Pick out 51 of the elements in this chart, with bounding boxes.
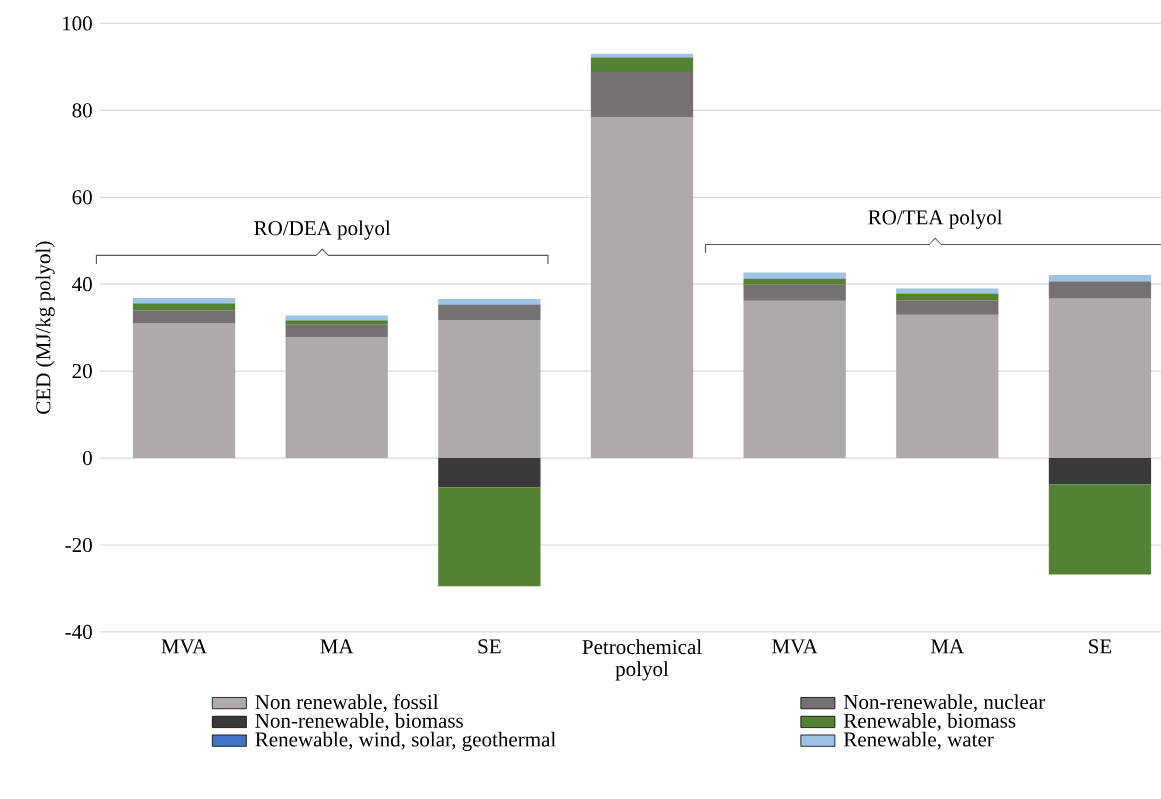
bar [1048, 458, 1152, 485]
bar [132, 310, 236, 324]
y-tick-label: 80 [72, 103, 92, 118]
bar [590, 57, 694, 73]
x-tick-label: SE [1089, 639, 1112, 654]
bar [743, 284, 846, 301]
bar [896, 293, 999, 301]
y-tick-label: 20 [72, 364, 92, 379]
bar [896, 300, 999, 315]
y-tick-label: 100 [63, 16, 92, 31]
bar [285, 337, 388, 459]
bar [438, 487, 541, 587]
bar [743, 278, 846, 285]
x-tick-label: Petrochemical polyol [582, 639, 702, 681]
bar [590, 117, 694, 459]
bar [1048, 275, 1152, 282]
legend-label: Non-renewable, biomass [255, 713, 463, 732]
bar [132, 298, 236, 304]
bar [438, 304, 541, 321]
legend-label: Non-renewable, nuclear [843, 694, 1045, 713]
legend-label: Renewable, water [843, 731, 994, 750]
bar [438, 320, 541, 459]
x-tick-label: SE [478, 639, 501, 654]
bar [1048, 484, 1152, 575]
bar [743, 300, 846, 459]
bar [285, 320, 388, 325]
bar [132, 323, 236, 459]
annotation: RO/TEA polyol [868, 209, 1003, 229]
x-tick-label: MA [930, 639, 965, 654]
y-tick-label: 40 [72, 277, 92, 292]
legend-label: Non renewable, fossil [255, 694, 439, 713]
bar [590, 72, 694, 118]
bar [1048, 281, 1152, 299]
x-tick-label: MVA [161, 639, 208, 654]
bar [285, 324, 388, 338]
y-tick-label: -40 [65, 625, 92, 640]
y-axis-title: CED (MJ/kg polyol) [35, 241, 55, 414]
bar [743, 272, 846, 279]
bar [438, 458, 541, 488]
annotation: RO/DEA polyol [254, 220, 391, 240]
y-tick-label: -20 [65, 538, 92, 553]
x-tick-label: MA [320, 639, 354, 654]
bar [1048, 298, 1152, 459]
y-tick-label: 60 [72, 190, 92, 205]
bar [132, 303, 236, 311]
bar [438, 299, 541, 305]
bar [896, 314, 999, 459]
y-tick-label: 0 [82, 451, 92, 466]
x-tick-label: MVA [772, 639, 818, 654]
legend-label: Renewable, biomass [843, 713, 1016, 732]
legend-label: Renewable, wind, solar, geothermal [255, 731, 556, 752]
